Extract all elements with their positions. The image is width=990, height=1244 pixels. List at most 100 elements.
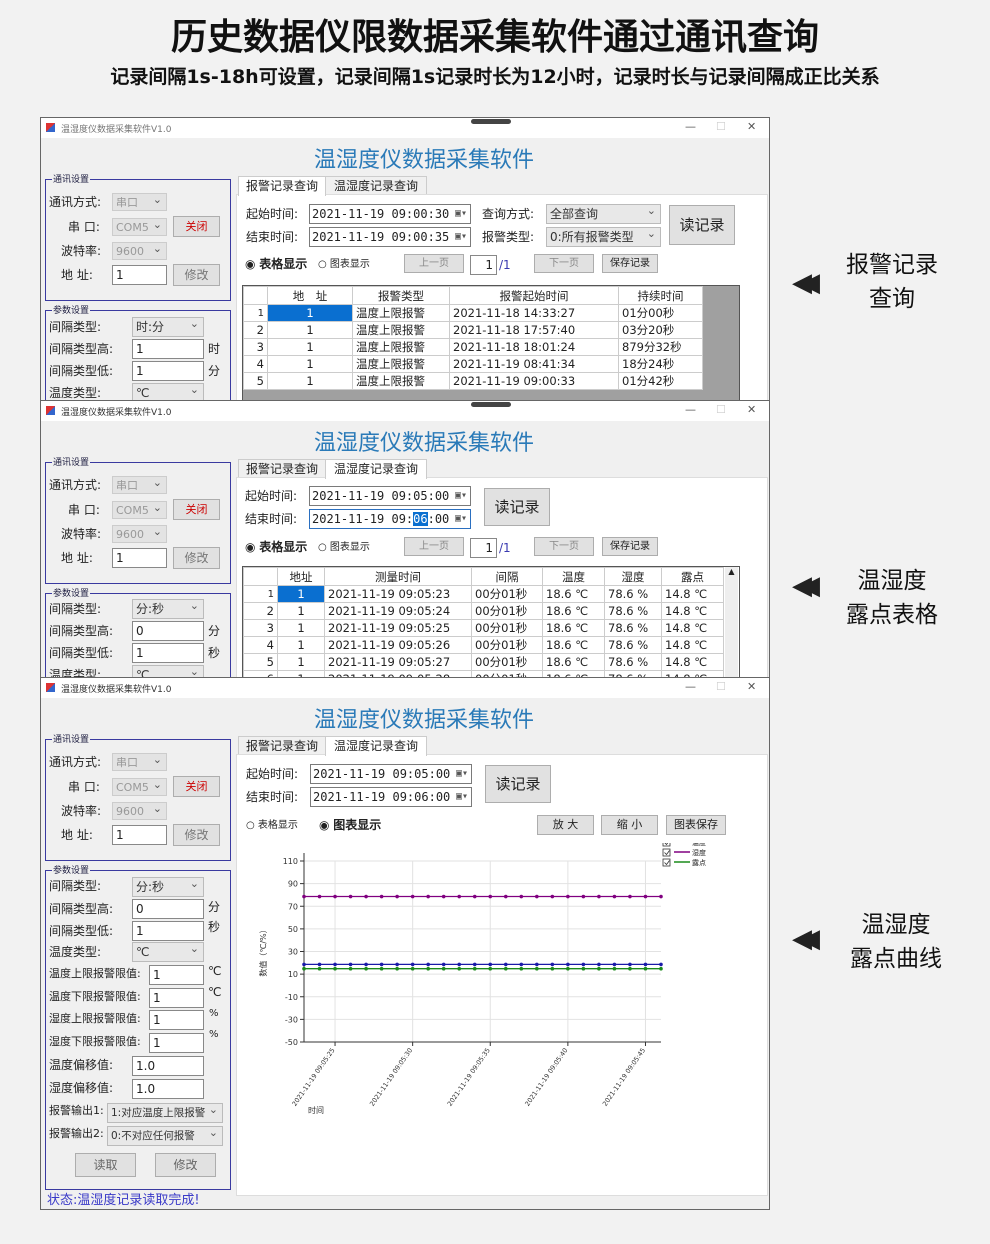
maximize-button[interactable]: ☐	[716, 403, 726, 416]
column-header[interactable]: 间隔	[471, 567, 543, 586]
table-cell[interactable]: 2021-11-18 14:33:27	[449, 304, 619, 322]
tab-th-records[interactable]: 温湿度记录查询	[325, 736, 427, 756]
row-number[interactable]: 1	[243, 585, 278, 603]
prev-page-button[interactable]: 上一页	[404, 254, 464, 273]
table-cell[interactable]: 18分24秒	[618, 355, 703, 373]
calendar-icon[interactable]: ▣▾	[454, 208, 467, 219]
baud-select[interactable]: 9600	[112, 800, 167, 820]
alarm-out1-select[interactable]: 1:对应温度上限报警	[107, 1101, 223, 1123]
minimize-button[interactable]: —	[685, 120, 696, 133]
query-mode-select[interactable]: 全部查询	[546, 202, 661, 224]
table-row[interactable]: 3 1 温度上限报警 2021-11-18 18:01:24 879分32秒	[243, 338, 703, 356]
next-page-button[interactable]: 下一页	[534, 254, 594, 273]
hum-upper-input[interactable]: 1	[149, 1010, 204, 1030]
table-cell[interactable]: 1	[277, 602, 325, 620]
column-header[interactable]: 温度	[542, 567, 605, 586]
temp-lower-input[interactable]: 1	[149, 988, 204, 1008]
row-number[interactable]: 3	[243, 619, 278, 637]
column-header[interactable]: 持续时间	[618, 286, 703, 305]
baud-select[interactable]: 9600	[112, 240, 167, 260]
alarm-type-select[interactable]: 0:所有报警类型	[546, 225, 661, 247]
interval-low-input[interactable]: 1	[132, 643, 204, 663]
calendar-icon[interactable]: ▣▾	[454, 490, 467, 501]
row-number[interactable]: 1	[243, 304, 268, 322]
table-cell[interactable]: 14.8 ℃	[661, 585, 724, 603]
table-cell[interactable]: 00分01秒	[471, 602, 543, 620]
column-header[interactable]: 湿度	[604, 567, 662, 586]
prev-page-button[interactable]: 上一页	[404, 537, 464, 556]
table-cell[interactable]: 2021-11-19 09:05:27	[324, 653, 472, 671]
row-number[interactable]: 4	[243, 355, 268, 373]
chart-mode-radio[interactable]: ◉ 图表显示	[319, 818, 382, 832]
column-header[interactable]: 测量时间	[324, 567, 472, 586]
table-cell[interactable]: 01分42秒	[618, 372, 703, 390]
modify-addr-button[interactable]: 修改	[173, 547, 220, 569]
row-number[interactable]: 3	[243, 338, 268, 356]
tab-alarm-records[interactable]: 报警记录查询	[238, 459, 326, 479]
column-header[interactable]: 地 址	[267, 286, 353, 305]
table-cell[interactable]: 18.6 ℃	[542, 653, 605, 671]
temp-type-select[interactable]: ℃	[132, 381, 204, 402]
save-records-button[interactable]: 保存记录	[602, 537, 658, 556]
table-cell[interactable]: 18.6 ℃	[542, 585, 605, 603]
table-cell[interactable]: 温度上限报警	[352, 372, 450, 390]
temp-type-select[interactable]: ℃	[132, 940, 204, 962]
table-cell[interactable]: 14.8 ℃	[661, 670, 724, 678]
start-time-picker[interactable]: 2021-11-19 09:00:30 ▣▾	[309, 204, 471, 224]
end-time-picker[interactable]: 2021-11-19 09:06:00 ▣▾	[309, 509, 471, 529]
baud-select[interactable]: 9600	[112, 523, 167, 543]
table-row[interactable]: 1 1 温度上限报警 2021-11-18 14:33:27 01分00秒	[243, 304, 703, 322]
table-cell[interactable]: 78.6 %	[604, 619, 662, 637]
legend-checkbox[interactable]	[662, 858, 671, 867]
table-cell[interactable]: 14.8 ℃	[661, 636, 724, 654]
read-records-button[interactable]: 读记录	[485, 765, 551, 803]
comm-mode-select[interactable]: 串口	[112, 474, 167, 494]
column-header[interactable]: 报警起始时间	[449, 286, 619, 305]
read-records-button[interactable]: 读记录	[669, 205, 735, 245]
table-cell[interactable]: 温度上限报警	[352, 355, 450, 373]
table-cell[interactable]: 2021-11-19 09:05:23	[324, 585, 472, 603]
calendar-icon[interactable]: ▣▾	[455, 791, 468, 802]
interval-type-select[interactable]: 时:分	[132, 315, 204, 337]
column-header[interactable]: 露点	[661, 567, 724, 586]
table-row[interactable]: 5 1 2021-11-19 09:05:27 00分01秒 18.6 ℃ 78.6 % 1…	[243, 653, 724, 671]
modify-params-button[interactable]: 修改	[155, 1153, 216, 1177]
table-cell[interactable]: 2021-11-19 09:00:33	[449, 372, 619, 390]
table-cell[interactable]: 1	[267, 304, 353, 322]
row-number[interactable]: 5	[243, 372, 268, 390]
table-cell[interactable]: 00分01秒	[471, 636, 543, 654]
table-row[interactable]: 3 1 2021-11-19 09:05:25 00分01秒 18.6 ℃ 78.6 % 1…	[243, 619, 724, 637]
comm-mode-select[interactable]: 串口	[112, 191, 167, 211]
column-header[interactable]: 地址	[277, 567, 325, 586]
table-cell[interactable]: 78.6 %	[604, 653, 662, 671]
modify-addr-button[interactable]: 修改	[173, 824, 220, 846]
end-time-selected-minute[interactable]: 06	[413, 512, 428, 526]
start-time-picker[interactable]: 2021-11-19 09:05:00 ▣▾	[309, 486, 471, 506]
table-cell[interactable]: 14.8 ℃	[661, 619, 724, 637]
page-input[interactable]: 1	[470, 255, 497, 275]
table-cell[interactable]: 03分20秒	[618, 321, 703, 339]
table-cell[interactable]: 2021-11-18 17:57:40	[449, 321, 619, 339]
close-port-button[interactable]: 关闭	[173, 216, 220, 237]
maximize-button[interactable]: ☐	[716, 120, 726, 133]
close-window-button[interactable]: ✕	[747, 403, 757, 416]
maximize-button[interactable]: ☐	[716, 680, 726, 693]
save-records-button[interactable]: 保存记录	[602, 254, 658, 273]
table-cell[interactable]: 14.8 ℃	[661, 653, 724, 671]
tab-th-records[interactable]: 温湿度记录查询	[325, 459, 427, 479]
interval-low-input[interactable]: 1	[132, 921, 204, 941]
table-cell[interactable]: 1	[267, 355, 353, 373]
table-row[interactable]: 2 1 2021-11-19 09:05:24 00分01秒 18.6 ℃ 78.6 % 1…	[243, 602, 724, 620]
row-number[interactable]: 2	[243, 602, 278, 620]
addr-input[interactable]: 1	[112, 548, 167, 568]
comm-mode-select[interactable]: 串口	[112, 751, 167, 771]
table-cell[interactable]: 1	[267, 321, 353, 339]
close-port-button[interactable]: 关闭	[173, 776, 220, 797]
row-number[interactable]: 2	[243, 321, 268, 339]
interval-high-input[interactable]: 0	[132, 621, 204, 641]
table-cell[interactable]: 14.8 ℃	[661, 602, 724, 620]
table-row[interactable]: 1 1 2021-11-19 09:05:23 00分01秒 18.6 ℃ 78.6 % 1…	[243, 585, 724, 603]
table-cell[interactable]: 1	[277, 636, 325, 654]
chart-mode-radio[interactable]: ○ 图表显示	[318, 259, 370, 270]
